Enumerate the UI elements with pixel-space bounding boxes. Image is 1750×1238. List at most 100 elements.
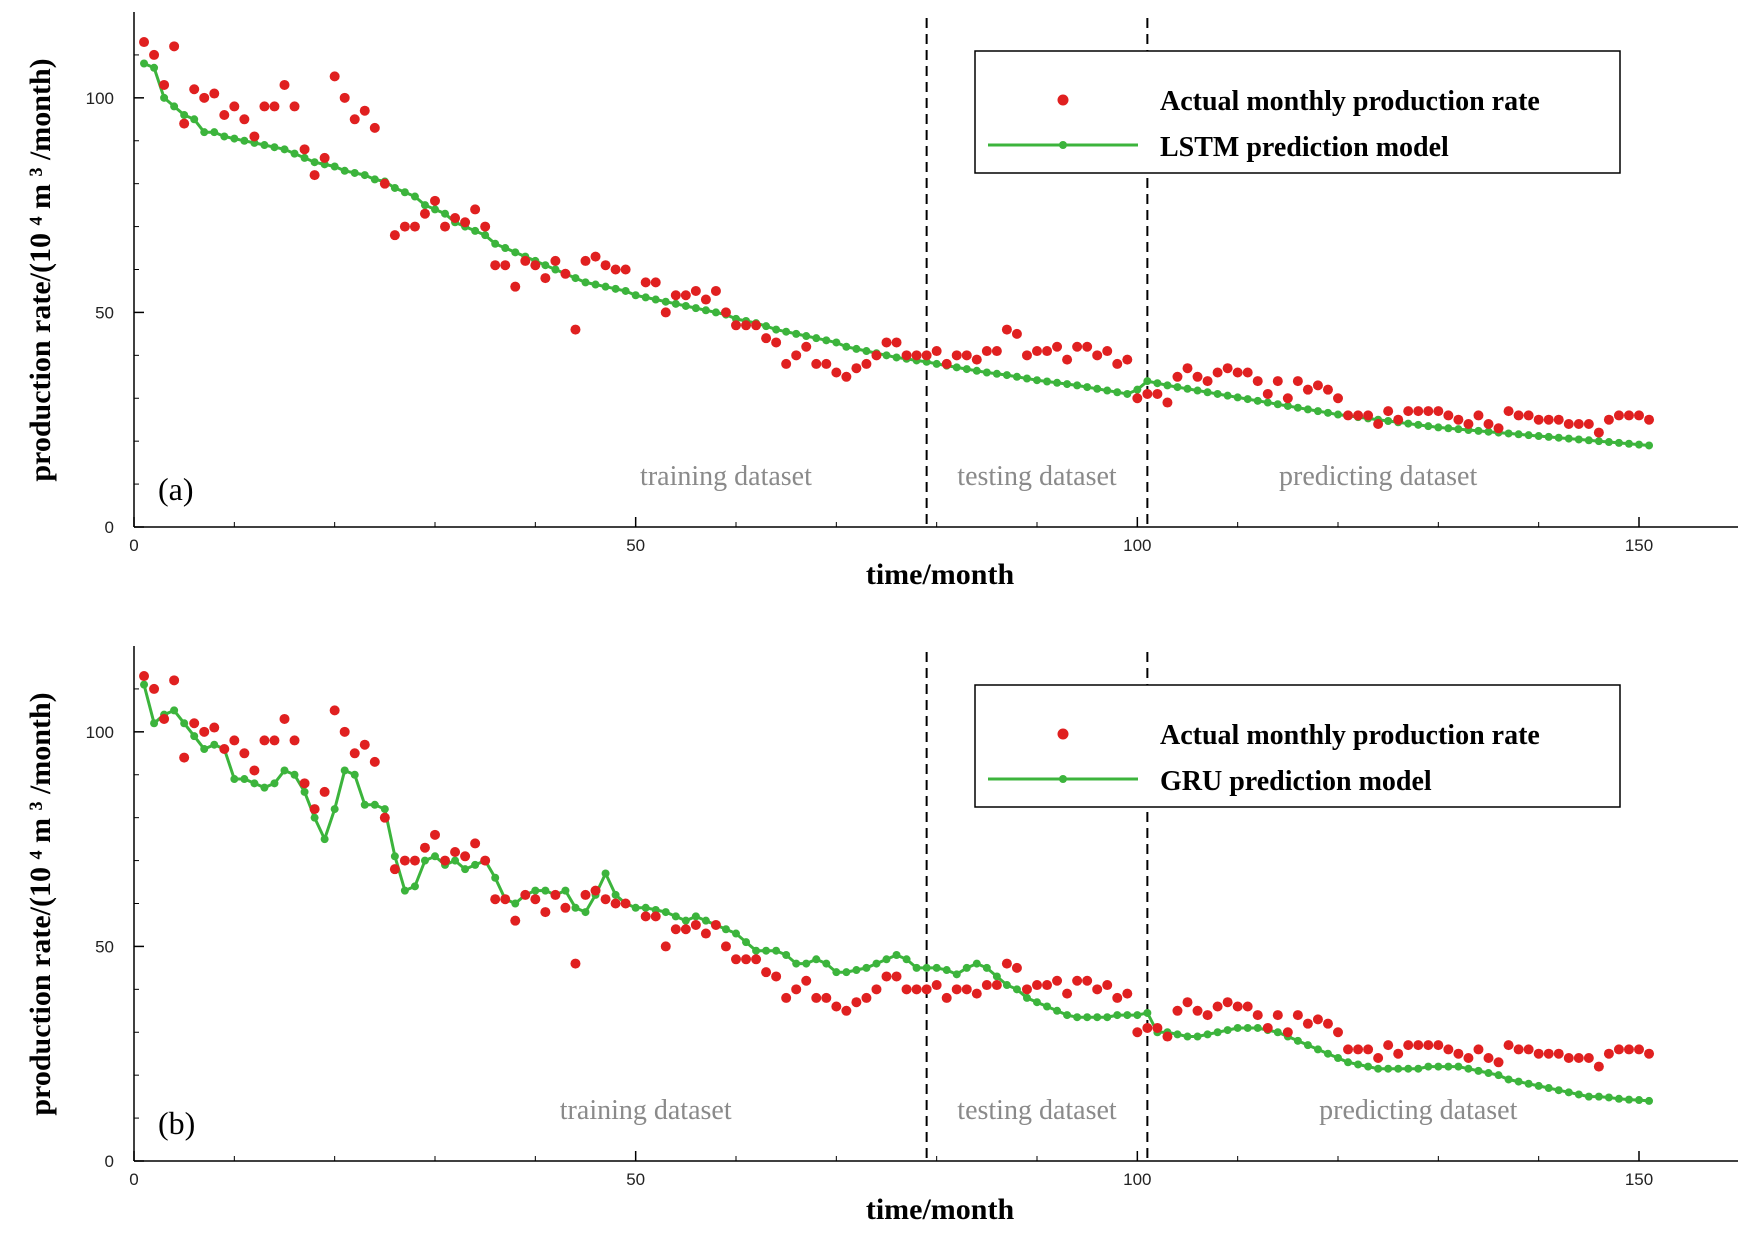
actual-point — [1403, 406, 1414, 417]
model-point — [340, 766, 349, 775]
model-point — [762, 946, 771, 955]
actual-point — [289, 101, 300, 112]
model-point — [1022, 993, 1031, 1002]
actual-point — [169, 41, 180, 52]
actual-point — [1453, 414, 1464, 425]
model-point — [290, 149, 299, 158]
model-point — [491, 873, 500, 882]
actual-point — [229, 101, 240, 112]
actual-point — [1001, 324, 1012, 335]
actual-point — [1212, 367, 1223, 378]
actual-point — [971, 988, 982, 999]
y-tick-label: 100 — [86, 89, 114, 108]
panel-b-legend-model-marker — [1059, 775, 1067, 783]
model-point — [220, 132, 229, 141]
model-point — [772, 325, 781, 334]
x-tick-label: 150 — [1625, 1170, 1653, 1189]
model-point — [1053, 378, 1062, 387]
actual-point — [911, 350, 922, 361]
model-point — [1544, 1084, 1553, 1093]
model-point — [230, 134, 239, 143]
model-point — [1494, 1071, 1503, 1080]
model-point — [902, 955, 911, 964]
actual-point — [1473, 410, 1484, 421]
model-point — [360, 800, 369, 809]
actual-point — [841, 371, 852, 382]
actual-point — [690, 919, 701, 930]
actual-point — [1072, 975, 1083, 986]
actual-point — [921, 984, 932, 995]
actual-point — [369, 122, 380, 133]
model-point — [1334, 1054, 1342, 1062]
actual-point — [1062, 988, 1073, 999]
actual-point — [279, 79, 290, 90]
actual-point — [831, 367, 842, 378]
model-point — [400, 188, 409, 197]
actual-point — [821, 992, 832, 1003]
actual-point — [259, 101, 270, 112]
model-point — [952, 970, 961, 979]
actual-point — [700, 294, 711, 305]
model-point — [541, 261, 550, 270]
model-point — [752, 946, 761, 955]
y-tick-label: 100 — [86, 723, 114, 742]
model-point — [862, 963, 871, 972]
model-point — [922, 963, 931, 972]
actual-point — [1383, 1040, 1394, 1051]
model-point — [1213, 389, 1222, 398]
actual-point — [610, 898, 621, 909]
actual-point — [580, 889, 591, 900]
model-point — [802, 959, 811, 968]
actual-point — [951, 350, 962, 361]
actual-point — [1583, 1053, 1594, 1063]
model-point — [481, 231, 490, 240]
model-point — [611, 284, 620, 293]
model-point — [441, 209, 450, 218]
model-point — [1033, 376, 1041, 385]
model-point — [170, 706, 179, 715]
actual-point — [620, 264, 631, 275]
actual-point — [1583, 419, 1594, 429]
model-point — [280, 766, 289, 775]
model-point — [1594, 437, 1603, 446]
actual-point — [1102, 346, 1113, 357]
model-point — [772, 946, 781, 955]
model-point — [1404, 1064, 1413, 1073]
model-point — [1534, 432, 1543, 441]
actual-point — [209, 722, 220, 733]
model-point — [310, 813, 319, 822]
model-point — [792, 959, 801, 968]
actual-point — [369, 756, 380, 767]
model-point — [992, 369, 1001, 378]
model-point — [1323, 1049, 1332, 1058]
model-point — [1093, 384, 1102, 393]
actual-point — [520, 255, 531, 266]
actual-point — [1513, 410, 1524, 421]
model-point — [972, 959, 981, 968]
actual-point — [1011, 962, 1022, 973]
actual-point — [590, 251, 601, 262]
model-point — [1213, 1028, 1222, 1037]
model-point — [691, 912, 700, 921]
actual-point — [1623, 1044, 1634, 1055]
actual-point — [339, 92, 350, 103]
model-point — [1053, 1006, 1062, 1015]
model-point — [1313, 407, 1322, 416]
actual-point — [299, 144, 310, 155]
actual-point — [209, 88, 220, 99]
actual-point — [1363, 410, 1374, 421]
actual-point — [1142, 1022, 1153, 1033]
actual-point — [1112, 358, 1123, 369]
model-point — [1233, 393, 1242, 402]
panel-b-legend-box — [974, 684, 1621, 808]
actual-point — [1644, 1048, 1655, 1059]
actual-point — [1072, 341, 1083, 352]
model-point — [1223, 1026, 1232, 1035]
model-point — [180, 719, 189, 728]
model-point — [671, 299, 680, 308]
actual-point — [1373, 419, 1384, 429]
model-point — [982, 368, 991, 377]
actual-point — [720, 941, 731, 952]
actual-point — [801, 975, 812, 986]
model-point — [330, 162, 339, 171]
